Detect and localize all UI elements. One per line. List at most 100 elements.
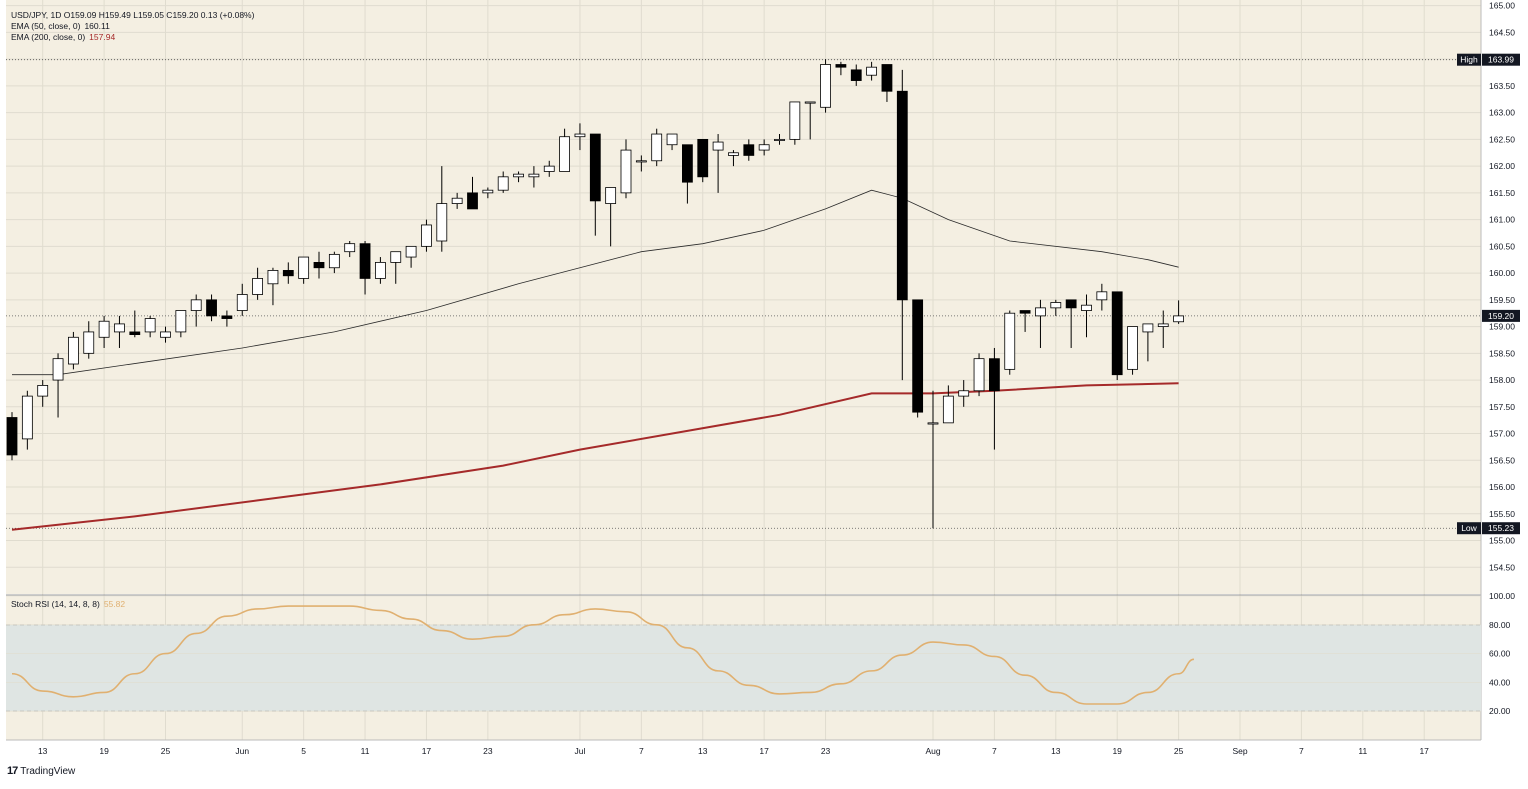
candle-body [221,315,233,319]
price-axis-label: 161.00 [1489,215,1515,225]
candle-body [313,261,325,269]
candle-body [866,66,877,76]
candle-body [728,152,739,156]
price-axis-label: 163.50 [1489,81,1515,91]
stoch-legend: Stoch RSI (14, 14, 8, 8) 55.82 [11,599,125,610]
price-axis-label: 165.00 [1489,1,1515,11]
time-axis-label: 11 [1358,746,1367,756]
time-axis-label: 25 [1174,746,1184,756]
candle-body [651,133,663,162]
high-marker-value-bg [1482,53,1520,66]
stoch-band [6,624,1481,712]
time-axis-label: 17 [759,746,769,756]
candle-body [712,141,724,151]
candle-body [1035,307,1046,317]
low-marker-tag-bg [1457,522,1481,535]
time-axis-label: Jun [235,746,249,756]
time-axis-label: Jul [575,746,586,756]
price-axis-label: 158.50 [1489,348,1515,358]
candle-body [559,136,570,172]
price-axis-label: 160.00 [1489,268,1515,278]
high-marker-tag-bg [1457,53,1481,66]
time-axis-label: 13 [698,746,708,756]
symbol-legend: USD/JPY, 1D O159.09 H159.49 L159.05 C159… [11,10,254,21]
candle-body [160,331,171,338]
candle-body [21,395,33,440]
price-axis-label: 155.00 [1489,536,1515,546]
candle-body [175,310,187,333]
ema200-label: EMA (200, close, 0) [11,32,86,42]
time-axis-label: 19 [1112,746,1122,756]
ema50-line [12,189,1179,376]
candle-body [1173,315,1184,323]
candle-body [6,417,18,456]
price-axis-label: 156.00 [1489,482,1515,492]
price-axis-label: 156.50 [1489,455,1515,465]
price-axis-label: 154.50 [1489,562,1515,572]
candle-body [98,320,110,338]
time-axis-label: Aug [925,746,940,756]
time-axis-label: 13 [1051,746,1061,756]
candle-body [421,224,432,247]
candle-body [743,144,755,156]
stoch-axis-label: 40.00 [1489,677,1511,687]
low-marker-value-bg [1482,522,1520,535]
tradingview-logo[interactable]: 17 TradingView [7,765,75,777]
candle-body [390,251,402,263]
candle-body [1081,304,1092,311]
time-axis-label: 7 [639,746,644,756]
high-marker-value: 163.99 [1488,55,1514,65]
candle-body [973,358,985,392]
candle-body [267,270,279,285]
symbol-line: USD/JPY, 1D O159.09 H159.49 L159.05 C159… [11,10,255,20]
candle-body [451,197,463,204]
tradingview-icon: 17 [7,765,18,777]
candle-body [1004,312,1016,370]
candle-body [83,331,95,354]
stoch-value: 55.82 [103,599,126,609]
candle-body [236,294,248,311]
price-axis-label: 162.00 [1489,161,1515,171]
ema200-legend: EMA (200, close, 0) 157.94 [11,32,115,43]
price-axis-label: 157.50 [1489,402,1515,412]
candle-body [1096,291,1108,301]
price-axis-label: 161.50 [1489,188,1515,198]
candle-body [620,149,632,194]
candle-body [605,187,617,204]
price-axis-label: 157.00 [1489,429,1515,439]
price-axis-background [1481,0,1528,740]
candle-body [820,64,831,108]
candle-body [1111,291,1123,376]
candle-body [543,165,555,172]
candle-body [37,385,49,397]
candle-body [144,318,156,333]
candle-body [114,323,125,333]
candle-body [881,64,893,92]
candle-body [774,138,785,141]
candle-body [436,203,448,242]
candle-body [344,243,356,253]
price-axis-label: 155.50 [1489,509,1515,519]
ema50-value: 160.11 [84,21,110,31]
candle-body [513,173,524,178]
candle-body [129,331,141,336]
candle-body [1050,302,1062,309]
time-axis-label: 13 [38,746,48,756]
candle-body [850,69,862,81]
candle-body [912,299,924,413]
price-axis-label: 162.50 [1489,134,1515,144]
time-axis-label: 5 [301,746,306,756]
candle-body [528,173,540,178]
stoch-axis-label: 100.00 [1489,591,1515,601]
low-marker-tag: Low [1461,523,1477,533]
candle-body [482,189,494,194]
time-axis-label: 7 [1299,746,1304,756]
candle-body [697,138,709,178]
candle-body [252,278,264,295]
time-axis-label: 19 [99,746,109,756]
price-axis-label: 163.00 [1489,108,1515,118]
last-marker-value: 159.20 [1488,311,1514,321]
candle-body [1157,323,1169,327]
time-axis-label: 23 [483,746,493,756]
